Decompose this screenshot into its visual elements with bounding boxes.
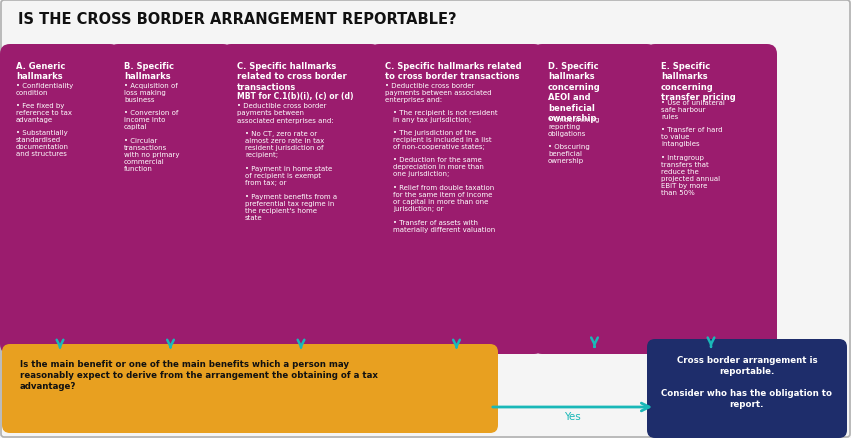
Text: MBT for C.1(b)(i), (c) or (d): MBT for C.1(b)(i), (c) or (d) [237,91,353,100]
Text: E. Specific
hallmarks
concerning
transfer pricing: E. Specific hallmarks concerning transfe… [661,62,736,102]
Text: • Use of unilateral
safe harbour
rules: • Use of unilateral safe harbour rules [661,100,725,120]
Text: • Payment in home state
of recipient is exempt
from tax; or: • Payment in home state of recipient is … [245,166,332,186]
Text: • Substantially
standardised
documentation
and structures: • Substantially standardised documentati… [16,130,69,157]
Text: • Transfer of assets with
materially different valuation: • Transfer of assets with materially dif… [393,219,495,233]
Text: A. Generic
hallmarks: A. Generic hallmarks [16,62,66,81]
Text: • Confidentiality
condition: • Confidentiality condition [16,83,73,96]
Text: • Payment benefits from a
preferential tax regime in
the recipient's home
state: • Payment benefits from a preferential t… [245,193,337,220]
Text: Yes: Yes [564,411,581,421]
Text: C. Specific hallmarks
related to cross border
transactions: C. Specific hallmarks related to cross b… [237,62,346,92]
Text: • Deductible cross border
payments between
associated enterprises and:: • Deductible cross border payments betwe… [237,103,334,123]
Text: • Deductible cross border
payments between associated
enterprises and:: • Deductible cross border payments betwe… [385,83,492,103]
Text: • Circular
transactions
with no primary
commercial
function: • Circular transactions with no primary … [124,138,180,171]
Text: Is the main benefit or one of the main benefits which a person may
reasonably ex: Is the main benefit or one of the main b… [20,359,378,390]
Text: • Obscuring
beneficial
ownership: • Obscuring beneficial ownership [548,144,590,164]
Text: • Relief from double taxation
for the same item of income
or capital in more tha: • Relief from double taxation for the sa… [393,184,494,211]
FancyBboxPatch shape [221,45,381,354]
Text: • The jurisdiction of the
recipient is included in a list
of non-cooperative sta: • The jurisdiction of the recipient is i… [393,130,492,150]
FancyBboxPatch shape [108,45,233,354]
Text: • Transfer of hard
to value
intangibles: • Transfer of hard to value intangibles [661,127,722,147]
FancyBboxPatch shape [2,344,498,433]
Text: • Conversion of
income into
capital: • Conversion of income into capital [124,110,179,130]
Text: • Intragroup
transfers that
reduce the
projected annual
EBIT by more
than 50%: • Intragroup transfers that reduce the p… [661,155,720,195]
FancyBboxPatch shape [647,339,847,438]
FancyBboxPatch shape [532,45,657,354]
Text: • No CT, zero rate or
almost zero rate in tax
resident jurisdiction of
recipient: • No CT, zero rate or almost zero rate i… [245,131,324,158]
FancyBboxPatch shape [369,45,544,354]
Text: • Undermining
reporting
obligations: • Undermining reporting obligations [548,117,599,137]
Text: B. Specific
hallmarks: B. Specific hallmarks [124,62,174,81]
Text: • Acquisition of
loss making
business: • Acquisition of loss making business [124,83,178,103]
FancyBboxPatch shape [0,45,120,354]
FancyBboxPatch shape [645,45,777,354]
Text: D. Specific
hallmarks
concerning
AEOI and
beneficial
ownership: D. Specific hallmarks concerning AEOI an… [548,62,601,123]
Text: C. Specific hallmarks related
to cross border transactions: C. Specific hallmarks related to cross b… [385,62,522,81]
Text: • Fee fixed by
reference to tax
advantage: • Fee fixed by reference to tax advantag… [16,102,72,122]
Text: • Deduction for the same
depreciation in more than
one jurisdiction;: • Deduction for the same depreciation in… [393,157,484,177]
Text: • The recipient is not resident
in any tax jurisdiction;: • The recipient is not resident in any t… [393,110,498,123]
Text: Cross border arrangement is
reportable.

Consider who has the obligation to
repo: Cross border arrangement is reportable. … [661,355,832,409]
Text: IS THE CROSS BORDER ARRANGEMENT REPORTABLE?: IS THE CROSS BORDER ARRANGEMENT REPORTAB… [18,12,457,27]
